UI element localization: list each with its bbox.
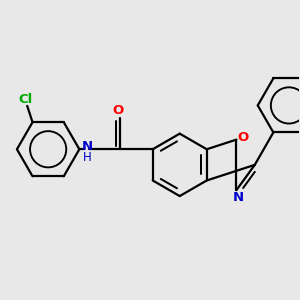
Text: N: N: [82, 140, 93, 153]
Text: N: N: [232, 191, 244, 204]
Text: Cl: Cl: [19, 93, 33, 106]
Text: O: O: [237, 131, 249, 144]
Text: O: O: [113, 104, 124, 117]
Text: H: H: [83, 151, 92, 164]
